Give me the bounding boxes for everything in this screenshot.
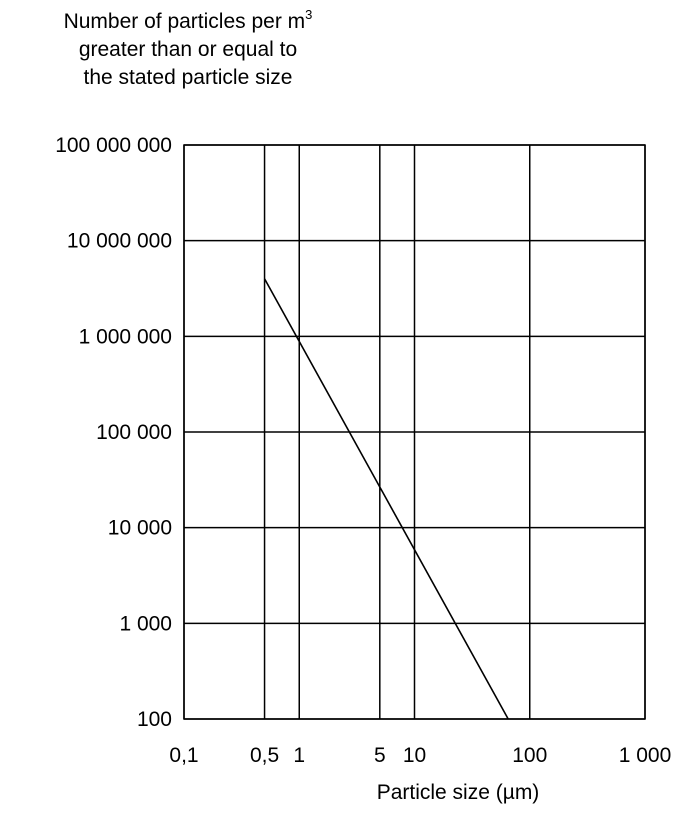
y-tick-label: 10 000 — [108, 517, 172, 540]
y-tick-labels: 100 1 000 10 000 100 000 1 000 000 10 000 000… — [55, 134, 172, 731]
y-axis-label-line-3: the stated particle size — [83, 66, 293, 89]
series-group — [263, 278, 509, 720]
plot-frame — [183, 144, 646, 720]
y-axis-label-line-1: Number of particles per m3 — [63, 7, 313, 33]
x-axis-label: Particle size (µm) — [377, 781, 540, 804]
x-tick-labels: 0,1 0,5 1 5 10 100 1 000 — [169, 744, 671, 767]
y-tick-label: 100 — [137, 708, 172, 731]
y-tick-label: 100 000 000 — [55, 134, 172, 157]
x-tick-label: 0,1 — [169, 744, 198, 767]
grid-lines — [183, 144, 646, 720]
y-tick-label: 1 000 — [119, 612, 172, 635]
y-tick-label: 100 000 — [96, 421, 172, 444]
y-axis-label: Number of particles per m3 greater than … — [18, 8, 358, 92]
x-tick-label: 1 000 — [619, 744, 672, 767]
y-tick-label: 1 000 000 — [79, 325, 172, 348]
x-tick-label: 5 — [374, 744, 386, 767]
y-axis-label-superscript: 3 — [305, 7, 313, 22]
x-tick-label: 100 — [512, 744, 547, 767]
x-tick-label: 0,5 — [250, 744, 279, 767]
y-axis-label-line-2: greater than or equal to — [78, 38, 298, 61]
series-line — [263, 278, 509, 720]
x-tick-label: 1 — [293, 744, 305, 767]
x-tick-label: 10 — [403, 744, 426, 767]
y-tick-label: 10 000 000 — [67, 230, 172, 253]
